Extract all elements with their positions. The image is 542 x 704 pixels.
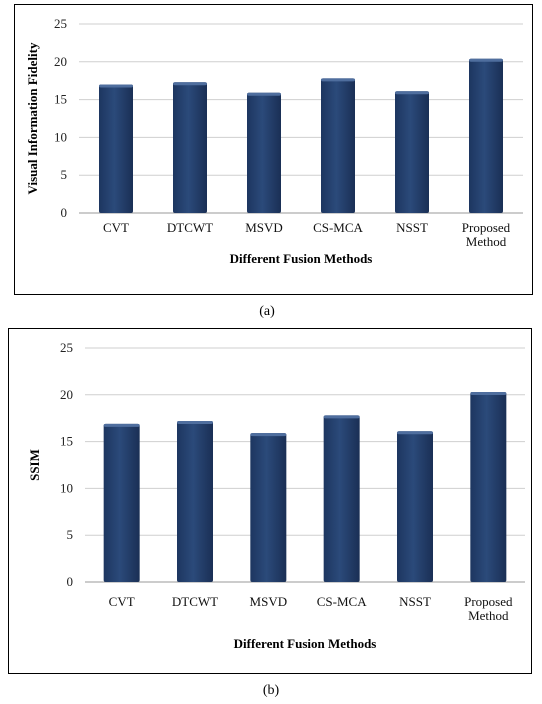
y-tick-label: 0	[67, 574, 74, 589]
bar-top	[173, 82, 207, 86]
y-tick-label: 10	[54, 129, 67, 144]
bar	[247, 92, 281, 213]
y-tick-label: 15	[54, 92, 67, 107]
x-category-label: CVT	[103, 220, 129, 235]
y-axis-title: SSIM	[27, 449, 42, 481]
chart-panel-b: 0 5 10 15 20 25 CVT DTCWT MSVD CS-MCA NSST Proposed…	[8, 328, 532, 674]
y-tick-label: 5	[67, 527, 74, 542]
panel-caption-b: (b)	[262, 683, 280, 698]
x-category-label: NSST	[396, 220, 428, 235]
x-category-label: CS-MCA	[313, 220, 363, 235]
panel-caption-a: (a)	[259, 304, 275, 319]
bar-top	[397, 431, 433, 435]
bar	[469, 58, 503, 213]
bar-top	[247, 92, 281, 96]
bar	[395, 91, 429, 213]
bar	[99, 84, 133, 213]
bar	[250, 433, 287, 582]
bar	[103, 423, 140, 582]
chart-panel-a: 0 5 10 15 20 25 CVT DTCWT MSVD CS-MCA NSST Proposed…	[14, 4, 533, 295]
x-category-label: MSVD	[250, 594, 288, 609]
bar	[321, 78, 355, 213]
bar	[397, 431, 433, 582]
bar-top	[470, 391, 507, 395]
y-tick-label: 0	[61, 205, 68, 220]
x-category-label: Proposed Method	[464, 594, 513, 623]
y-tick-label: 10	[60, 480, 73, 495]
bar	[323, 415, 360, 582]
bar-top	[177, 421, 213, 425]
bar-top	[395, 91, 429, 95]
y-tick-label: 5	[61, 167, 68, 182]
x-axis-title: Different Fusion Methods	[234, 636, 377, 651]
bar	[470, 391, 507, 582]
y-axis-title: Visual Information Fidelity	[25, 42, 40, 194]
x-category-label: DTCWT	[172, 594, 218, 609]
bar-top	[250, 433, 287, 437]
bar-top	[469, 58, 503, 62]
chart-b: 0 5 10 15 20 25 CVT DTCWT MSVD CS-MCA NSST Proposed…	[27, 340, 525, 651]
bar-top	[99, 84, 133, 88]
y-tick-label: 15	[60, 434, 73, 449]
x-category-label: MSVD	[245, 220, 283, 235]
bar-top	[323, 415, 360, 419]
x-category-label: CS-MCA	[317, 594, 367, 609]
y-tick-label: 20	[60, 387, 73, 402]
y-tick-label: 25	[60, 340, 73, 355]
bar-top	[321, 78, 355, 82]
y-tick-label: 20	[54, 54, 67, 69]
x-category-label: NSST	[399, 594, 431, 609]
x-category-label: DTCWT	[167, 220, 213, 235]
x-category-label: CVT	[109, 594, 135, 609]
y-tick-label: 25	[54, 16, 67, 31]
bar	[173, 82, 207, 213]
bar	[177, 421, 213, 582]
x-axis-title: Different Fusion Methods	[230, 251, 373, 266]
bar-top	[103, 423, 140, 427]
x-category-label: Proposed Method	[462, 220, 511, 249]
chart-a: 0 5 10 15 20 25 CVT DTCWT MSVD CS-MCA NSST Proposed…	[25, 16, 523, 266]
